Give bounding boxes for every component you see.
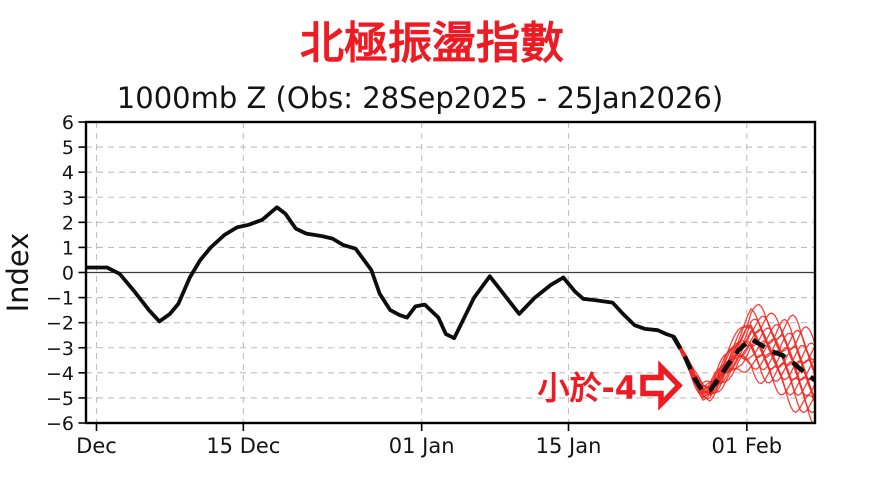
series-layer <box>86 205 815 423</box>
y-tick-label: −4 <box>46 363 74 385</box>
annotation-right-arrow-icon <box>640 360 683 411</box>
ensemble-member-line <box>672 303 815 389</box>
x-tick-label: Dec <box>76 434 117 458</box>
observed-line <box>86 205 676 341</box>
y-tick-label: −6 <box>46 413 74 435</box>
y-tick-label: 1 <box>62 237 74 259</box>
y-tick-label: 6 <box>62 112 74 134</box>
x-tick-label: 15 Jan <box>536 434 602 458</box>
y-tick-label: 3 <box>62 187 74 209</box>
y-tick-label: 2 <box>62 212 74 234</box>
y-tick-label: 5 <box>62 137 74 159</box>
y-tick-label: −1 <box>46 288 74 310</box>
chart-title: 北極振盪指數 <box>300 18 564 69</box>
x-tick-label: 15 Dec <box>206 434 280 458</box>
y-tick-label: −5 <box>46 388 74 410</box>
grid-layer <box>86 122 815 423</box>
ensemble-member-line <box>672 336 815 413</box>
y-tick-label: −3 <box>46 338 74 360</box>
x-tick-label: 01 Feb <box>712 434 783 458</box>
ensemble-member-line <box>672 315 815 391</box>
chart-subtitle: 1000mb Z (Obs: 28Sep2025 - 25Jan2026) <box>117 81 723 115</box>
x-tick-label: 01 Jan <box>389 434 455 458</box>
annotation-text: 小於-4 <box>537 369 637 407</box>
forecast-mean-line <box>671 335 815 394</box>
y-axis-label: Index <box>1 233 35 313</box>
y-tick-label: −2 <box>46 313 74 335</box>
y-tick-label: 4 <box>62 162 74 184</box>
y-tick-label: 0 <box>62 263 74 285</box>
